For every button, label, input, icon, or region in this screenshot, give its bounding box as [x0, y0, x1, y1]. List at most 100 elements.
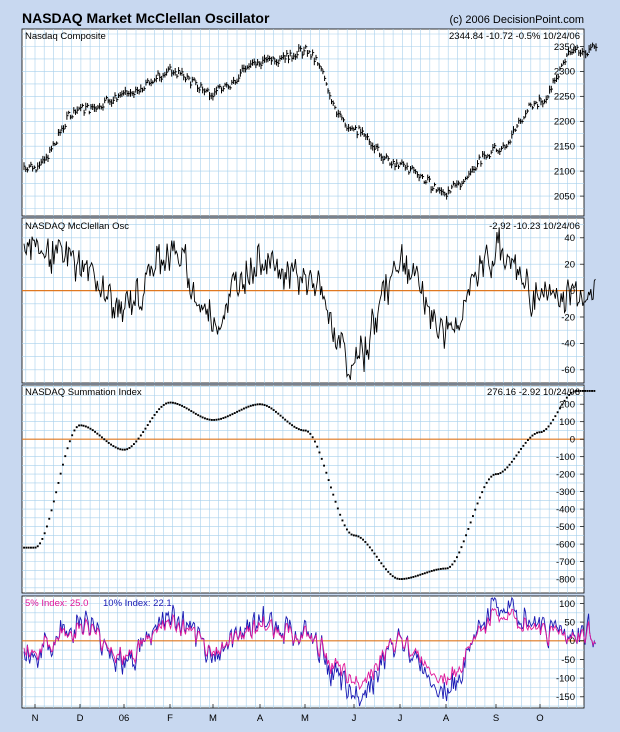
composite-y-axis: 2050 2100 2150 2200 2250 2300 2350 [554, 42, 584, 202]
summation-dot [172, 401, 174, 404]
pct-lines [23, 596, 596, 707]
summation-dot [204, 417, 206, 420]
summation-dot [265, 404, 268, 407]
summation-dot [279, 414, 282, 417]
summation-dot [62, 463, 64, 466]
summation-dot [224, 416, 227, 419]
y-tick-label: 0 [570, 636, 575, 647]
summation-dot [243, 407, 245, 410]
y-tick-label: -100 [556, 452, 575, 463]
summation-dot [36, 545, 39, 548]
summation-dot [201, 416, 204, 419]
y-tick-label: -20 [561, 312, 575, 323]
summation-dot [439, 568, 442, 570]
summation-dot [586, 390, 589, 392]
summation-dot [394, 576, 396, 579]
y-tick-label: 2250 [554, 92, 575, 103]
summation-dot [387, 570, 390, 573]
summation-dot [98, 434, 101, 437]
pct-5-label: 5% Index: 25.0 [25, 598, 88, 609]
summation-dot [275, 410, 277, 413]
x-tick-label: F [167, 713, 173, 724]
x-tick-label: A [257, 713, 264, 724]
composite-grid [22, 29, 584, 216]
summation-dot [162, 404, 165, 406]
summation-dot [226, 415, 229, 418]
summation-dot [194, 412, 197, 415]
summation-dot [483, 486, 486, 489]
summation-dot [240, 408, 243, 411]
composite-price-bars [23, 42, 598, 200]
summation-dot [263, 404, 266, 406]
y-tick-label: -800 [556, 574, 575, 585]
summation-dot [584, 390, 587, 392]
summation-dot [458, 551, 461, 554]
summation-dot [199, 415, 202, 418]
summation-dot [46, 525, 48, 528]
summation-dot [449, 565, 451, 568]
summation-dot [520, 448, 522, 450]
summation-dot [142, 431, 145, 433]
summation-dot [309, 432, 312, 435]
summation-dot [547, 425, 550, 428]
summation-dot [513, 457, 516, 460]
oscillator-panel: -60 -40 -20 0 20 40 NASDAQ McClellan Osc -2.9… [21, 217, 596, 384]
summation-dot [396, 577, 399, 580]
summation-dot [144, 427, 147, 430]
summation-dot [78, 424, 80, 427]
summation-dot [543, 429, 545, 432]
summation-dot [291, 424, 293, 427]
summation-dot [559, 407, 561, 410]
y-tick-label: -40 [561, 339, 575, 350]
summation-dot [437, 568, 440, 571]
summation-dot [185, 407, 188, 410]
summation-dot [302, 429, 305, 432]
summation-dot [87, 426, 90, 429]
summation-dot [527, 439, 529, 441]
summation-dot [533, 433, 536, 435]
y-tick-label: 2350 [554, 42, 575, 53]
summation-dot [451, 563, 454, 566]
summation-dot [497, 473, 500, 475]
summation-dot [389, 573, 392, 576]
summation-dot [176, 403, 179, 405]
y-tick-label: 2050 [554, 191, 575, 202]
summation-dot [545, 428, 548, 430]
summation-dot [105, 440, 108, 443]
summation-dot [588, 390, 591, 392]
summation-dot [481, 491, 484, 494]
oscillator-line [23, 227, 596, 381]
summation-dot [80, 424, 83, 427]
x-tick-label: M [209, 713, 217, 724]
summation-dot [210, 419, 213, 421]
summation-dot [316, 445, 319, 448]
oscillator-label: NASDAQ McClellan Osc [25, 221, 129, 232]
summation-dot [323, 464, 325, 467]
summation-dot [490, 475, 493, 478]
summation-dot [153, 414, 156, 416]
y-tick-label: -60 [561, 365, 575, 376]
summation-dot [343, 524, 346, 527]
summation-dot [373, 552, 376, 555]
summation-dot [284, 418, 287, 421]
summation-dot [561, 403, 564, 406]
summation-dot [233, 412, 236, 414]
summation-dot [304, 429, 307, 432]
composite-panel: 2050 2100 2150 2200 2250 2300 2350 Nasdaq Comp… [21, 28, 598, 217]
summation-dot [311, 436, 314, 439]
summation-dot [71, 434, 74, 437]
summation-label: NASDAQ Summation Index [25, 387, 142, 398]
summation-dot [183, 406, 186, 408]
summation-dot [101, 436, 103, 439]
summation-dot [575, 390, 577, 392]
summation-dot [188, 408, 190, 411]
summation-dot [462, 540, 465, 543]
summation-dot [231, 413, 234, 416]
summation-dot [220, 417, 222, 420]
summation-dot [84, 425, 87, 428]
summation-dot [307, 430, 309, 433]
y-tick-label: 0 [570, 435, 575, 446]
summation-dot [508, 463, 511, 466]
summation-dot [256, 403, 259, 406]
